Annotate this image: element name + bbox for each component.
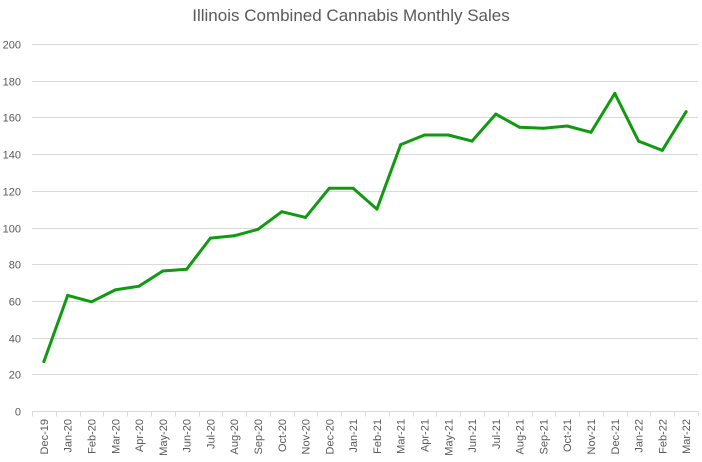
data-point	[280, 210, 284, 214]
chart-title: Illinois Combined Cannabis Monthly Sales	[192, 6, 510, 25]
data-point	[185, 267, 189, 271]
data-point	[351, 186, 355, 190]
data-point	[494, 112, 498, 116]
x-axis: Dec-19 Jan-20 Feb-20 Mar-20 Apr-20 May-20 Jun-…	[32, 411, 699, 456]
data-point	[161, 269, 165, 273]
data-point	[637, 139, 640, 143]
x-tick-label: Jul-20	[205, 419, 217, 449]
x-tick-label: Sep-20	[253, 419, 265, 454]
x-tick-label: Apr-20	[134, 419, 146, 452]
data-point	[256, 227, 260, 231]
data-point	[589, 130, 593, 134]
data-point	[66, 293, 70, 297]
x-tick-label: Feb-21	[372, 419, 384, 454]
y-tick-label: 120	[3, 187, 21, 199]
data-point	[42, 360, 46, 363]
x-tick-label: Aug-20	[229, 419, 241, 454]
x-tick-label: Dec-19	[39, 419, 51, 454]
series-line	[42, 91, 688, 363]
y-tick-label: 140	[3, 150, 21, 162]
data-point	[375, 207, 379, 211]
x-tick-label: Oct-20	[277, 419, 289, 452]
data-point	[470, 139, 474, 143]
y-tick-label: 20	[9, 370, 21, 382]
y-tick-label: 200	[3, 40, 21, 52]
data-point	[90, 300, 93, 304]
gridlines	[32, 44, 698, 375]
x-tick-label: Jan-22	[634, 419, 646, 453]
x-tick-label: Sep-21	[538, 419, 550, 454]
y-tick-label: 0	[15, 407, 21, 419]
x-tick-label: Aug-21	[515, 419, 527, 454]
x-tick-label: Dec-21	[610, 419, 622, 454]
y-tick-label: 100	[3, 224, 21, 236]
x-tick-label: Feb-20	[86, 419, 98, 454]
data-point	[208, 236, 212, 240]
data-point	[399, 143, 403, 147]
x-tick-label: Jul-21	[491, 419, 503, 449]
x-tick-label: May-20	[158, 419, 170, 456]
x-tick-label: Nov-21	[586, 419, 598, 454]
x-tick-label: Mar-22	[681, 419, 693, 454]
x-tick-label: Jan-20	[63, 419, 75, 453]
x-tick-label: Mar-20	[110, 419, 122, 454]
data-point	[613, 91, 617, 95]
y-axis-tick-labels: 0 20 40 60 80 100 120 140 160 180 200	[3, 40, 21, 419]
data-point	[684, 110, 688, 114]
x-tick-label: Apr-21	[419, 419, 431, 452]
data-point	[518, 125, 522, 129]
x-tick-label: Nov-20	[301, 419, 313, 454]
x-tick-label: Jun-20	[182, 419, 194, 453]
y-tick-label: 80	[9, 260, 21, 272]
series	[42, 91, 688, 363]
data-point	[446, 133, 450, 137]
data-point	[232, 234, 236, 238]
data-point	[541, 126, 545, 130]
x-tick-label: Jun-21	[467, 419, 479, 453]
data-point	[660, 148, 664, 152]
data-point	[137, 284, 141, 288]
data-point	[423, 133, 426, 137]
y-tick-label: 180	[3, 77, 21, 89]
x-tick-label: Mar-21	[396, 419, 408, 454]
data-point	[304, 215, 307, 219]
data-point	[565, 124, 569, 128]
data-point	[113, 288, 117, 292]
y-tick-label: 160	[3, 113, 21, 125]
y-tick-label: 60	[9, 297, 21, 309]
x-tick-label: May-21	[443, 419, 455, 456]
y-tick-label: 40	[9, 334, 21, 346]
x-tick-label: Feb-22	[657, 419, 669, 454]
x-tick-label: Dec-20	[324, 419, 336, 454]
data-point	[327, 186, 331, 190]
x-tick-label: Jan-21	[348, 419, 360, 453]
x-tick-label: Oct-21	[562, 419, 574, 452]
